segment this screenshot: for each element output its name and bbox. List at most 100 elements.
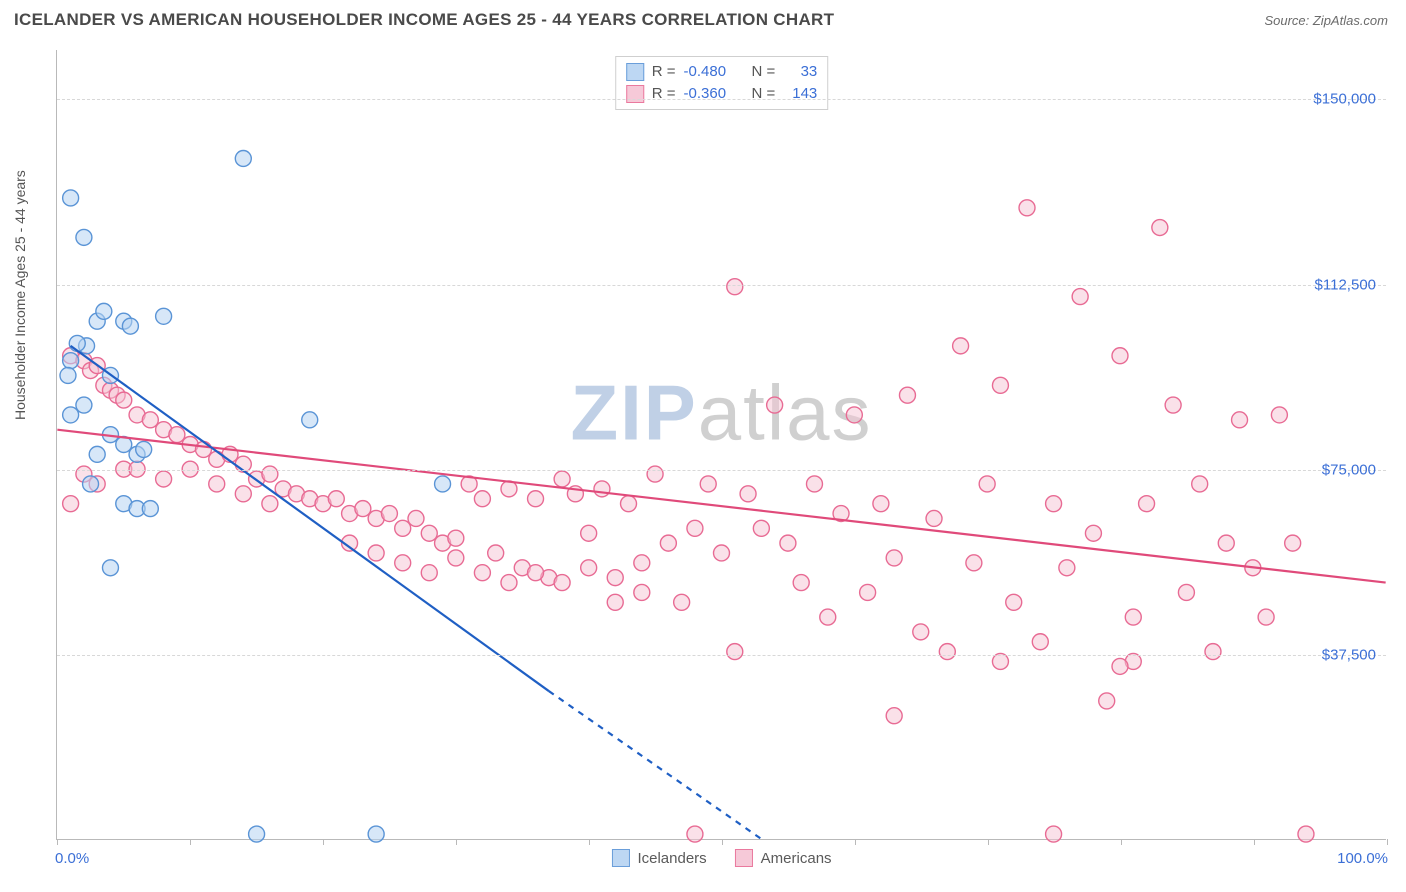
data-point <box>435 476 451 492</box>
data-point <box>1178 584 1194 600</box>
x-tick <box>456 839 457 845</box>
data-point <box>727 644 743 660</box>
stats-row-americans: R = -0.360 N = 143 <box>626 83 818 105</box>
data-point <box>209 476 225 492</box>
x-tick <box>988 839 989 845</box>
data-point <box>1205 644 1221 660</box>
data-point <box>740 486 756 502</box>
gridline <box>57 99 1386 100</box>
data-point <box>448 550 464 566</box>
data-point <box>1271 407 1287 423</box>
data-point <box>926 510 942 526</box>
data-point <box>992 377 1008 393</box>
data-point <box>634 555 650 571</box>
data-point <box>1258 609 1274 625</box>
data-point <box>262 496 278 512</box>
data-point <box>793 575 809 591</box>
data-point <box>156 308 172 324</box>
data-point <box>594 481 610 497</box>
data-point <box>1112 348 1128 364</box>
data-point <box>1165 397 1181 413</box>
data-point <box>714 545 730 561</box>
data-point <box>660 535 676 551</box>
data-point <box>69 335 85 351</box>
data-point <box>142 501 158 517</box>
data-point <box>368 826 384 842</box>
source-attribution: Source: ZipAtlas.com <box>1264 13 1388 28</box>
data-point <box>687 520 703 536</box>
data-point <box>674 594 690 610</box>
data-point <box>860 584 876 600</box>
y-tick-label: $37,500 <box>1322 646 1376 663</box>
data-point <box>116 392 132 408</box>
data-point <box>886 550 902 566</box>
y-tick-label: $75,000 <box>1322 461 1376 478</box>
data-point <box>1085 525 1101 541</box>
data-point <box>767 397 783 413</box>
x-tick <box>1254 839 1255 845</box>
swatch-icelanders <box>611 849 629 867</box>
data-point <box>102 560 118 576</box>
data-point <box>899 387 915 403</box>
data-point <box>1232 412 1248 428</box>
x-tick <box>190 839 191 845</box>
data-point <box>474 565 490 581</box>
data-point <box>328 491 344 507</box>
data-point <box>381 506 397 522</box>
data-point <box>581 525 597 541</box>
data-point <box>634 584 650 600</box>
chart-plot-area: ZIPatlas R = -0.480 N = 33 R = -0.360 N … <box>56 50 1386 840</box>
data-point <box>156 471 172 487</box>
data-point <box>421 565 437 581</box>
data-point <box>235 486 251 502</box>
data-point <box>235 150 251 166</box>
data-point <box>528 491 544 507</box>
data-point <box>1218 535 1234 551</box>
data-point <box>554 575 570 591</box>
data-point <box>953 338 969 354</box>
data-point <box>1059 560 1075 576</box>
data-point <box>753 520 769 536</box>
data-point <box>966 555 982 571</box>
data-point <box>89 446 105 462</box>
data-point <box>1032 634 1048 650</box>
data-point <box>302 412 318 428</box>
data-point <box>368 545 384 561</box>
x-tick <box>1121 839 1122 845</box>
swatch-americans <box>735 849 753 867</box>
gridline <box>57 470 1386 471</box>
trend-line <box>71 346 549 691</box>
scatter-svg <box>57 50 1386 839</box>
data-point <box>873 496 889 512</box>
data-point <box>1285 535 1301 551</box>
data-point <box>1125 609 1141 625</box>
trend-line <box>549 691 762 839</box>
legend-item-icelanders: Icelanders <box>611 849 706 867</box>
data-point <box>554 471 570 487</box>
data-point <box>408 510 424 526</box>
gridline <box>57 655 1386 656</box>
data-point <box>136 441 152 457</box>
stats-row-icelanders: R = -0.480 N = 33 <box>626 61 818 83</box>
data-point <box>687 826 703 842</box>
data-point <box>395 520 411 536</box>
data-point <box>169 427 185 443</box>
data-point <box>122 318 138 334</box>
x-axis-max-label: 100.0% <box>1337 850 1388 867</box>
data-point <box>700 476 716 492</box>
data-point <box>1019 200 1035 216</box>
data-point <box>820 609 836 625</box>
data-point <box>355 501 371 517</box>
x-tick <box>1387 839 1388 845</box>
x-tick <box>589 839 590 845</box>
data-point <box>60 367 76 383</box>
data-point <box>63 190 79 206</box>
data-point <box>1112 658 1128 674</box>
data-point <box>76 229 92 245</box>
data-point <box>528 565 544 581</box>
data-point <box>1072 289 1088 305</box>
data-point <box>939 644 955 660</box>
data-point <box>96 303 112 319</box>
data-point <box>1152 220 1168 236</box>
data-point <box>621 496 637 512</box>
